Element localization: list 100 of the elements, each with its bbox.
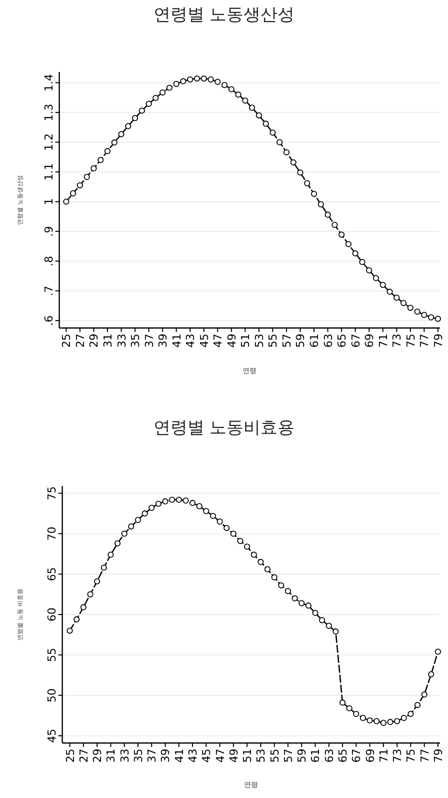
chart-title: 연령별 노동생산성	[153, 5, 295, 25]
point	[166, 84, 172, 91]
point	[235, 92, 242, 98]
point	[146, 100, 152, 107]
point	[434, 316, 441, 322]
point	[346, 705, 352, 712]
point	[108, 552, 114, 558]
y-tick-label: .9	[42, 226, 56, 237]
y-tick-label: 45	[45, 728, 58, 743]
x-tick-label: 61	[308, 334, 322, 348]
x-tick-label: 79	[432, 334, 445, 348]
y-tick-label: 1.3	[42, 104, 56, 122]
point	[230, 530, 236, 537]
x-tick-label: 69	[364, 748, 377, 763]
point	[380, 282, 386, 288]
x-tick-label: 55	[268, 748, 282, 763]
point	[155, 500, 162, 507]
point	[182, 497, 189, 504]
point	[290, 159, 296, 166]
point	[270, 130, 276, 136]
point	[421, 312, 428, 318]
point	[305, 602, 312, 609]
point	[142, 510, 148, 517]
point	[428, 671, 434, 678]
point	[332, 628, 339, 635]
point	[90, 165, 97, 172]
point	[353, 710, 360, 717]
x-tick-label: 39	[156, 334, 170, 348]
x-tick-label: 47	[212, 334, 225, 348]
chart-title: 연령별 노동비효용	[153, 418, 295, 438]
point	[132, 115, 138, 122]
point	[216, 518, 223, 525]
y-tick-label: 1.1	[42, 163, 56, 181]
x-tick-label: 31	[101, 334, 114, 348]
x-tick-label: 77	[418, 334, 432, 348]
point	[84, 174, 90, 180]
x-tick-label: 51	[241, 748, 254, 763]
point	[312, 610, 318, 616]
point	[310, 190, 318, 197]
point	[237, 538, 244, 544]
x-tick-label: 63	[322, 748, 336, 763]
x-tick-label: 35	[132, 748, 145, 763]
y-tick-label: 1.2	[42, 133, 56, 151]
y-tick-label: 1.4	[42, 74, 56, 92]
point	[408, 710, 414, 717]
point	[244, 544, 250, 550]
x-tick-label: 41	[172, 748, 186, 763]
x-tick-label: 29	[88, 334, 101, 348]
x-tick-label: 49	[225, 334, 238, 348]
x-tick-label: 25	[64, 748, 77, 763]
x-tick-label: 55	[266, 334, 280, 348]
point	[374, 718, 380, 724]
point	[380, 720, 386, 726]
point	[359, 258, 366, 266]
point	[256, 112, 262, 118]
x-tick-label: 53	[254, 748, 268, 763]
point	[66, 628, 73, 634]
point	[74, 616, 80, 622]
point	[160, 89, 166, 96]
point	[338, 232, 345, 238]
point	[400, 714, 407, 721]
point	[187, 76, 194, 82]
point	[414, 308, 420, 315]
x-tick-label: 41	[170, 334, 184, 348]
point	[221, 82, 228, 88]
point	[70, 190, 76, 196]
x-tick-label: 71	[377, 748, 390, 763]
point	[339, 700, 346, 706]
x-tick-label: 59	[294, 334, 308, 348]
point	[138, 108, 145, 114]
x-tick-label: 35	[129, 334, 142, 348]
x-tick-label: 43	[184, 334, 198, 348]
x-tick-label: 25	[60, 334, 74, 348]
y-tick-label: 60	[45, 608, 58, 622]
x-tick-label: 37	[142, 334, 156, 348]
point	[324, 212, 331, 218]
point	[104, 148, 111, 154]
x-tick-label: 79	[432, 748, 445, 763]
x-tick-label: 33	[115, 334, 128, 348]
point	[189, 500, 196, 506]
x-tick-label: 47	[214, 748, 227, 763]
point	[176, 496, 182, 503]
point	[162, 498, 168, 504]
point	[387, 718, 394, 726]
point	[173, 80, 180, 87]
x-tick-label: 57	[280, 334, 294, 348]
point	[228, 86, 234, 92]
x-tick-label: 27	[77, 748, 90, 763]
x-tick-label: 49	[227, 748, 240, 763]
point	[283, 149, 290, 156]
point	[128, 523, 134, 530]
point	[200, 75, 207, 82]
point	[118, 131, 124, 138]
point	[292, 595, 298, 602]
x-tick-label: 45	[198, 334, 211, 348]
point	[250, 552, 257, 558]
point	[400, 300, 407, 306]
point	[264, 566, 271, 572]
y-tick-label: 65	[45, 567, 58, 582]
point	[87, 591, 94, 598]
